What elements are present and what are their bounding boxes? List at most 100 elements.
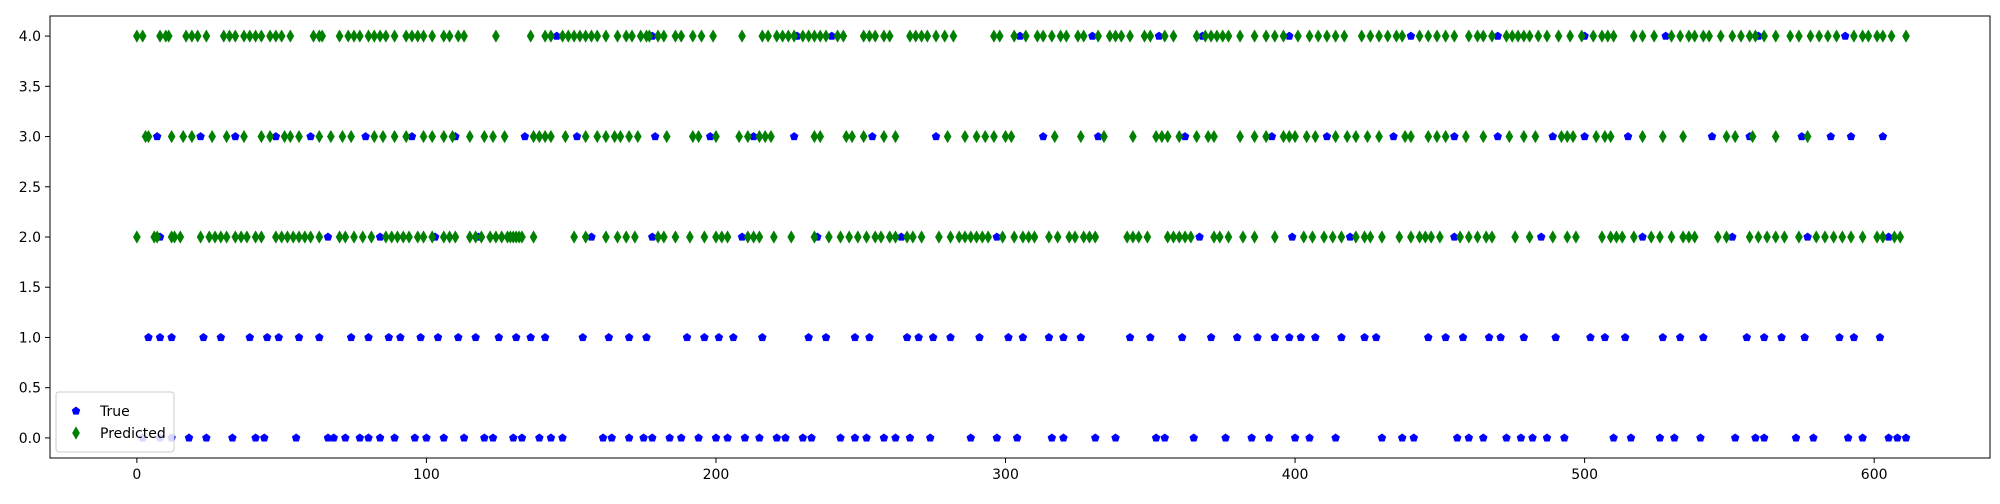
data-point-predicted [309, 29, 318, 43]
data-point-true [535, 433, 544, 442]
y-tick-label: 3.0 [19, 130, 41, 146]
data-point-predicted [439, 230, 448, 244]
x-tick-label: 100 [413, 467, 440, 483]
data-point-predicted [816, 129, 825, 144]
data-point-predicted [266, 129, 274, 144]
y-tick-label: 1.0 [19, 330, 41, 346]
data-point-predicted [1163, 230, 1172, 244]
data-point-true [1600, 332, 1610, 342]
data-point-predicted [1407, 230, 1415, 244]
data-point-predicted [1169, 29, 1178, 43]
data-point-true [1846, 132, 1856, 141]
data-point-true [1730, 433, 1740, 442]
data-point-predicted [1186, 230, 1195, 244]
data-point-true [1397, 433, 1407, 442]
data-point-predicted [581, 29, 590, 43]
data-point-true [1699, 332, 1708, 342]
data-point-predicted [208, 129, 217, 144]
data-point-predicted [306, 230, 315, 244]
data-point-true [1441, 332, 1450, 342]
data-point-predicted [631, 230, 639, 244]
data-point-true [931, 132, 941, 141]
data-point-predicted [1294, 29, 1302, 43]
data-point-predicted [286, 29, 295, 43]
data-point-true [755, 433, 764, 442]
data-point-true [772, 433, 782, 442]
data-point-true [355, 433, 365, 442]
data-point-predicted [738, 29, 746, 43]
data-point-predicted [465, 129, 474, 144]
data-point-true [416, 332, 425, 342]
data-point-true [1044, 332, 1054, 342]
data-point-predicted [1598, 230, 1606, 244]
data-point-true [821, 332, 831, 342]
data-point-predicted [1598, 29, 1606, 43]
data-point-predicted [995, 29, 1004, 43]
data-point-predicted [419, 29, 428, 43]
data-point-predicted [810, 230, 819, 244]
data-point-predicted [1751, 29, 1760, 43]
data-point-predicted [182, 29, 190, 43]
data-point-predicted [1030, 230, 1039, 244]
data-point-true [251, 433, 260, 442]
data-point-predicted [240, 129, 248, 144]
data-point-true [665, 433, 674, 442]
data-point-predicted [1606, 129, 1615, 144]
data-point-true [1858, 433, 1867, 442]
data-point-predicted [636, 29, 645, 43]
data-point-predicted [1320, 230, 1328, 244]
data-point-predicted [1878, 230, 1887, 244]
data-point-predicted [1812, 230, 1821, 244]
data-point-predicted [1684, 230, 1693, 244]
data-point-predicted [393, 230, 402, 244]
data-point-predicted [193, 29, 202, 43]
data-point-predicted [723, 230, 732, 244]
data-point-true [1018, 332, 1028, 342]
data-point-predicted [1050, 129, 1059, 144]
data-point-predicted [862, 230, 871, 244]
data-point-predicted [1250, 230, 1259, 244]
data-point-true [1146, 332, 1155, 342]
data-point-predicted [413, 230, 422, 244]
data-point-true [511, 332, 521, 342]
data-point-predicted [1010, 29, 1019, 43]
data-point-true [262, 332, 272, 342]
data-point-predicted [1407, 129, 1415, 144]
data-point-predicted [659, 29, 668, 43]
data-point-predicted [871, 230, 880, 244]
data-point-predicted [949, 29, 958, 43]
data-point-predicted [935, 230, 943, 244]
data-point-predicted [1291, 129, 1299, 144]
data-point-predicted [1679, 230, 1687, 244]
data-point-predicted [917, 29, 926, 43]
data-point-predicted [138, 29, 147, 43]
data-point-true [723, 433, 732, 442]
data-point-true [1409, 433, 1419, 442]
data-point-predicted [390, 129, 399, 144]
data-point-predicted [891, 230, 900, 244]
data-point-predicted [1366, 230, 1375, 244]
data-point-predicted [231, 230, 240, 244]
data-point-predicted [1771, 230, 1780, 244]
data-point-predicted [1308, 230, 1317, 244]
data-point-predicted [364, 29, 373, 43]
data-point-predicted [295, 129, 303, 144]
data-point-true [471, 332, 480, 342]
data-point-predicted [662, 129, 671, 144]
data-point-predicted [798, 29, 807, 43]
data-point-true [1090, 433, 1100, 442]
data-point-true [850, 332, 860, 342]
data-point-predicted [251, 29, 260, 43]
data-point-predicted [1603, 29, 1612, 43]
data-point-predicted [428, 230, 437, 244]
data-point-predicted [529, 129, 538, 144]
data-point-predicted [390, 29, 399, 43]
data-point-predicted [413, 29, 422, 43]
data-point-predicted [981, 129, 990, 144]
data-point-predicted [1105, 29, 1114, 43]
data-point-predicted [1024, 230, 1033, 244]
data-point-predicted [1525, 29, 1534, 43]
data-point-predicted [825, 230, 833, 244]
data-point-predicted [1175, 230, 1184, 244]
